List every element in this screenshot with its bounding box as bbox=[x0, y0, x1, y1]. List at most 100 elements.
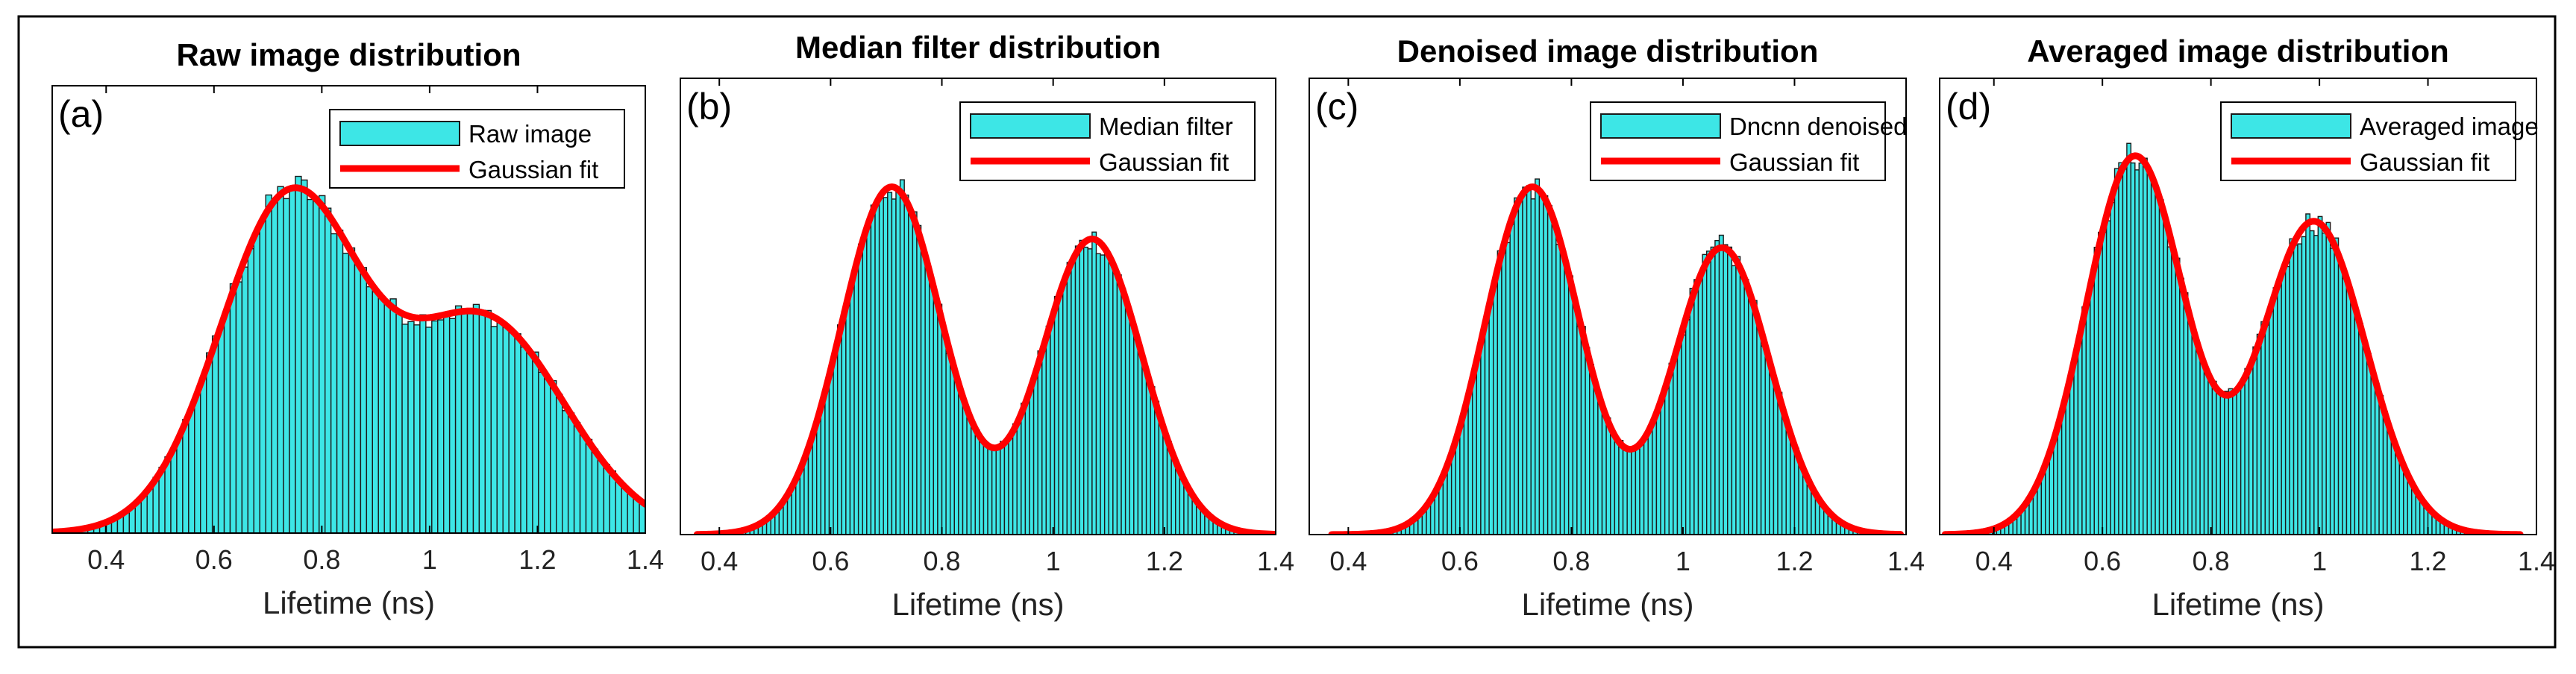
histogram-bar bbox=[987, 447, 993, 535]
histogram-bar bbox=[1585, 347, 1591, 535]
histogram-bar bbox=[1760, 345, 1766, 535]
gaussian-fit-line bbox=[693, 183, 1276, 535]
histogram-bar bbox=[1559, 246, 1565, 535]
histogram-bar bbox=[820, 397, 826, 535]
histogram-bar bbox=[2085, 303, 2091, 535]
histogram-bar bbox=[1673, 353, 1679, 535]
histogram-bar bbox=[2387, 428, 2392, 535]
histogram-bar bbox=[836, 324, 842, 535]
histogram-bar bbox=[1514, 197, 1520, 535]
histogram-bar bbox=[1087, 248, 1093, 535]
histogram-bar bbox=[2240, 381, 2246, 535]
histogram-bar bbox=[1676, 342, 1682, 535]
histogram-bar bbox=[496, 319, 504, 533]
histogram-bar bbox=[621, 487, 628, 533]
histogram-bar bbox=[170, 450, 178, 533]
histogram-bar bbox=[490, 326, 498, 533]
histogram-bar bbox=[615, 479, 622, 533]
histogram-bar bbox=[833, 347, 839, 535]
histogram-bar bbox=[883, 197, 889, 535]
x-tick-label: 0.6 bbox=[2084, 546, 2121, 576]
histogram-bar bbox=[2138, 163, 2144, 535]
histogram-bar bbox=[360, 267, 368, 533]
legend-label-histogram: Averaged image bbox=[2360, 113, 2539, 140]
histogram-bar bbox=[1601, 409, 1607, 535]
histogram-bar bbox=[1517, 197, 1523, 535]
histogram-bar bbox=[431, 320, 439, 533]
histogram-bar bbox=[1526, 185, 1532, 535]
histogram-bar bbox=[2195, 350, 2201, 535]
x-tick-label: 0.4 bbox=[87, 544, 125, 575]
histogram-bar bbox=[277, 186, 284, 533]
legend-swatch-histogram bbox=[970, 113, 1091, 139]
histogram-bar bbox=[1455, 435, 1461, 535]
x-axis-label: Lifetime (ns) bbox=[1521, 587, 1693, 622]
histogram-bar bbox=[1162, 432, 1168, 535]
histogram-bar bbox=[1576, 326, 1582, 535]
histogram-bar bbox=[1509, 224, 1515, 535]
histogram-bar bbox=[200, 377, 207, 533]
histogram-bar bbox=[265, 194, 272, 533]
histogram-bar bbox=[2297, 243, 2303, 535]
histogram-bar bbox=[2163, 217, 2169, 535]
histogram-bar bbox=[1037, 350, 1043, 535]
histogram-bar bbox=[591, 448, 599, 533]
histogram-bar bbox=[2317, 215, 2323, 535]
histogram-bar bbox=[2350, 303, 2356, 535]
histogram-bar bbox=[413, 324, 421, 533]
histogram-bar bbox=[1622, 445, 1628, 535]
histogram-bar bbox=[2081, 306, 2087, 535]
legend-label-histogram: Raw image bbox=[468, 120, 592, 148]
histogram-bar bbox=[1538, 194, 1544, 535]
x-tick-label: 0.8 bbox=[303, 544, 340, 575]
x-tick-label: 0.6 bbox=[1441, 546, 1479, 576]
chart-title: Denoised image distribution bbox=[1397, 34, 1819, 69]
histogram-bar bbox=[2374, 383, 2380, 535]
histogram-bar bbox=[585, 438, 593, 533]
histogram-bar bbox=[933, 302, 938, 535]
histogram-bar bbox=[1731, 265, 1737, 535]
histogram-bar bbox=[1610, 432, 1616, 535]
histogram-bar bbox=[1505, 242, 1511, 535]
histogram-bar bbox=[544, 376, 551, 533]
histogram-bar bbox=[2224, 391, 2229, 535]
histogram-bar bbox=[1459, 422, 1465, 535]
x-tick-label: 0.4 bbox=[1329, 546, 1367, 576]
histogram-bar bbox=[1639, 441, 1645, 535]
histogram-bar bbox=[2403, 470, 2408, 535]
histogram-bar bbox=[466, 309, 474, 533]
histogram-bar bbox=[325, 207, 332, 533]
histogram-bar bbox=[891, 198, 897, 535]
histogram-bar bbox=[1484, 322, 1490, 535]
histogram-bar bbox=[1555, 244, 1561, 535]
histogram-bar bbox=[1095, 253, 1101, 535]
histogram-bar bbox=[1066, 262, 1072, 535]
x-tick-label: 1.4 bbox=[1257, 546, 1294, 576]
histogram-bar bbox=[1752, 300, 1758, 535]
histogram-bar bbox=[2122, 168, 2128, 535]
histogram-bar bbox=[1564, 263, 1570, 535]
histogram-bar bbox=[2187, 318, 2193, 535]
histogram-bar bbox=[2260, 321, 2266, 535]
histogram-bar bbox=[1769, 373, 1775, 535]
histogram-bar bbox=[532, 351, 539, 533]
chart-title: Raw image distribution bbox=[176, 37, 521, 72]
histogram-bar bbox=[912, 211, 918, 535]
histogram-bar bbox=[389, 298, 397, 533]
histogram-bar bbox=[1522, 186, 1528, 535]
histogram-bar bbox=[1501, 252, 1507, 535]
histogram-bar bbox=[2146, 170, 2152, 535]
histogram-bar bbox=[2322, 232, 2327, 535]
histogram-bar bbox=[342, 252, 350, 533]
histogram-bar bbox=[1062, 277, 1068, 535]
histogram-bar bbox=[597, 459, 605, 533]
histogram-bar bbox=[1074, 245, 1080, 535]
histogram-bar bbox=[1171, 456, 1176, 535]
histogram-bar bbox=[2337, 262, 2343, 535]
histogram-bar bbox=[508, 330, 515, 533]
histogram-bar bbox=[259, 218, 266, 533]
histogram-bar bbox=[567, 412, 575, 533]
histogram-bar bbox=[1790, 442, 1796, 535]
histogram-bar bbox=[2049, 450, 2055, 535]
